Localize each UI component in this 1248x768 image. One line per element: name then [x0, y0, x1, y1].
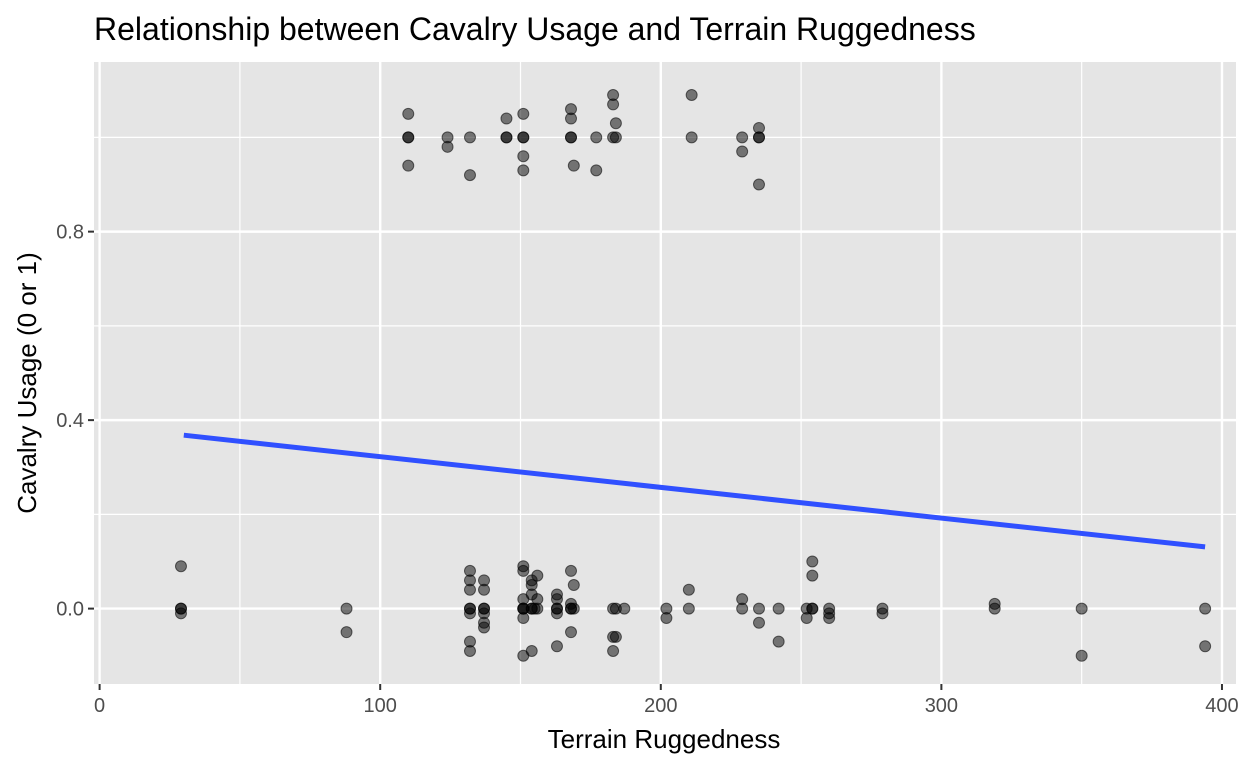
data-point: [772, 602, 785, 615]
data-point: [752, 602, 765, 615]
data-points: [174, 88, 1212, 662]
data-point: [685, 131, 698, 144]
data-point: [752, 121, 765, 134]
data-point: [463, 607, 476, 620]
x-axis-ticks: 0 100 200 300 400: [94, 684, 1239, 717]
x-tick-label: 400: [1205, 695, 1238, 717]
data-point: [609, 117, 622, 130]
data-point: [567, 159, 580, 172]
data-point: [340, 602, 353, 615]
data-point: [174, 607, 187, 620]
data-point: [402, 159, 415, 172]
data-point: [500, 131, 513, 144]
data-point: [402, 107, 415, 120]
data-point: [550, 640, 563, 653]
data-point: [567, 579, 580, 592]
x-tick-label: 0: [94, 695, 105, 717]
y-axis-ticks: 0.0 0.4 0.8: [56, 222, 94, 621]
data-point: [517, 612, 530, 625]
data-point: [517, 560, 530, 573]
data-point: [565, 626, 578, 639]
data-point: [567, 602, 580, 615]
data-point: [988, 597, 1001, 610]
data-point: [531, 593, 544, 606]
regression-line: [183, 432, 1206, 550]
data-point: [402, 131, 415, 144]
data-point: [517, 131, 530, 144]
data-point: [517, 150, 530, 163]
data-point: [531, 569, 544, 582]
data-point: [441, 140, 454, 153]
data-point: [752, 616, 765, 629]
data-point: [550, 607, 563, 620]
data-point: [752, 178, 765, 191]
y-tick-label: 0.0: [56, 599, 84, 621]
data-point: [525, 645, 538, 658]
data-point: [463, 169, 476, 182]
data-point: [736, 131, 749, 144]
data-point: [1075, 602, 1088, 615]
data-point: [478, 574, 491, 587]
data-point: [609, 630, 622, 643]
data-point: [590, 164, 603, 177]
data-point: [607, 88, 620, 101]
x-axis-title: Terrain Ruggedness: [548, 724, 781, 754]
data-point: [590, 131, 603, 144]
data-point: [1199, 602, 1212, 615]
y-tick-label: 0.4: [56, 410, 84, 432]
x-tick-label: 100: [364, 695, 397, 717]
data-point: [823, 612, 836, 625]
data-point: [806, 602, 819, 615]
data-point: [517, 164, 530, 177]
data-point: [1199, 640, 1212, 653]
data-point: [463, 645, 476, 658]
data-point: [565, 131, 578, 144]
data-point: [685, 88, 698, 101]
data-point: [736, 145, 749, 158]
data-point: [500, 112, 513, 125]
data-point: [609, 131, 622, 144]
y-axis-title: Cavalry Usage (0 or 1): [12, 252, 42, 514]
x-tick-label: 300: [925, 695, 958, 717]
data-point: [682, 583, 695, 596]
y-tick-label: 0.8: [56, 222, 84, 244]
x-tick-label: 200: [644, 695, 677, 717]
data-point: [607, 645, 620, 658]
data-point: [1075, 649, 1088, 662]
data-point: [517, 107, 530, 120]
data-point: [565, 103, 578, 116]
chart-title: Relationship between Cavalry Usage and T…: [94, 11, 976, 47]
data-point: [618, 602, 631, 615]
data-point: [660, 612, 673, 625]
data-point: [478, 621, 491, 634]
data-point: [550, 588, 563, 601]
data-point: [565, 564, 578, 577]
data-point: [876, 607, 889, 620]
data-point: [174, 560, 187, 573]
data-point: [772, 635, 785, 648]
data-point: [800, 612, 813, 625]
data-point: [340, 626, 353, 639]
data-point: [463, 131, 476, 144]
data-point: [682, 602, 695, 615]
data-point: [806, 555, 819, 568]
data-point: [806, 569, 819, 582]
data-point: [736, 593, 749, 606]
plot-panel: [94, 62, 1236, 684]
data-point: [463, 564, 476, 577]
